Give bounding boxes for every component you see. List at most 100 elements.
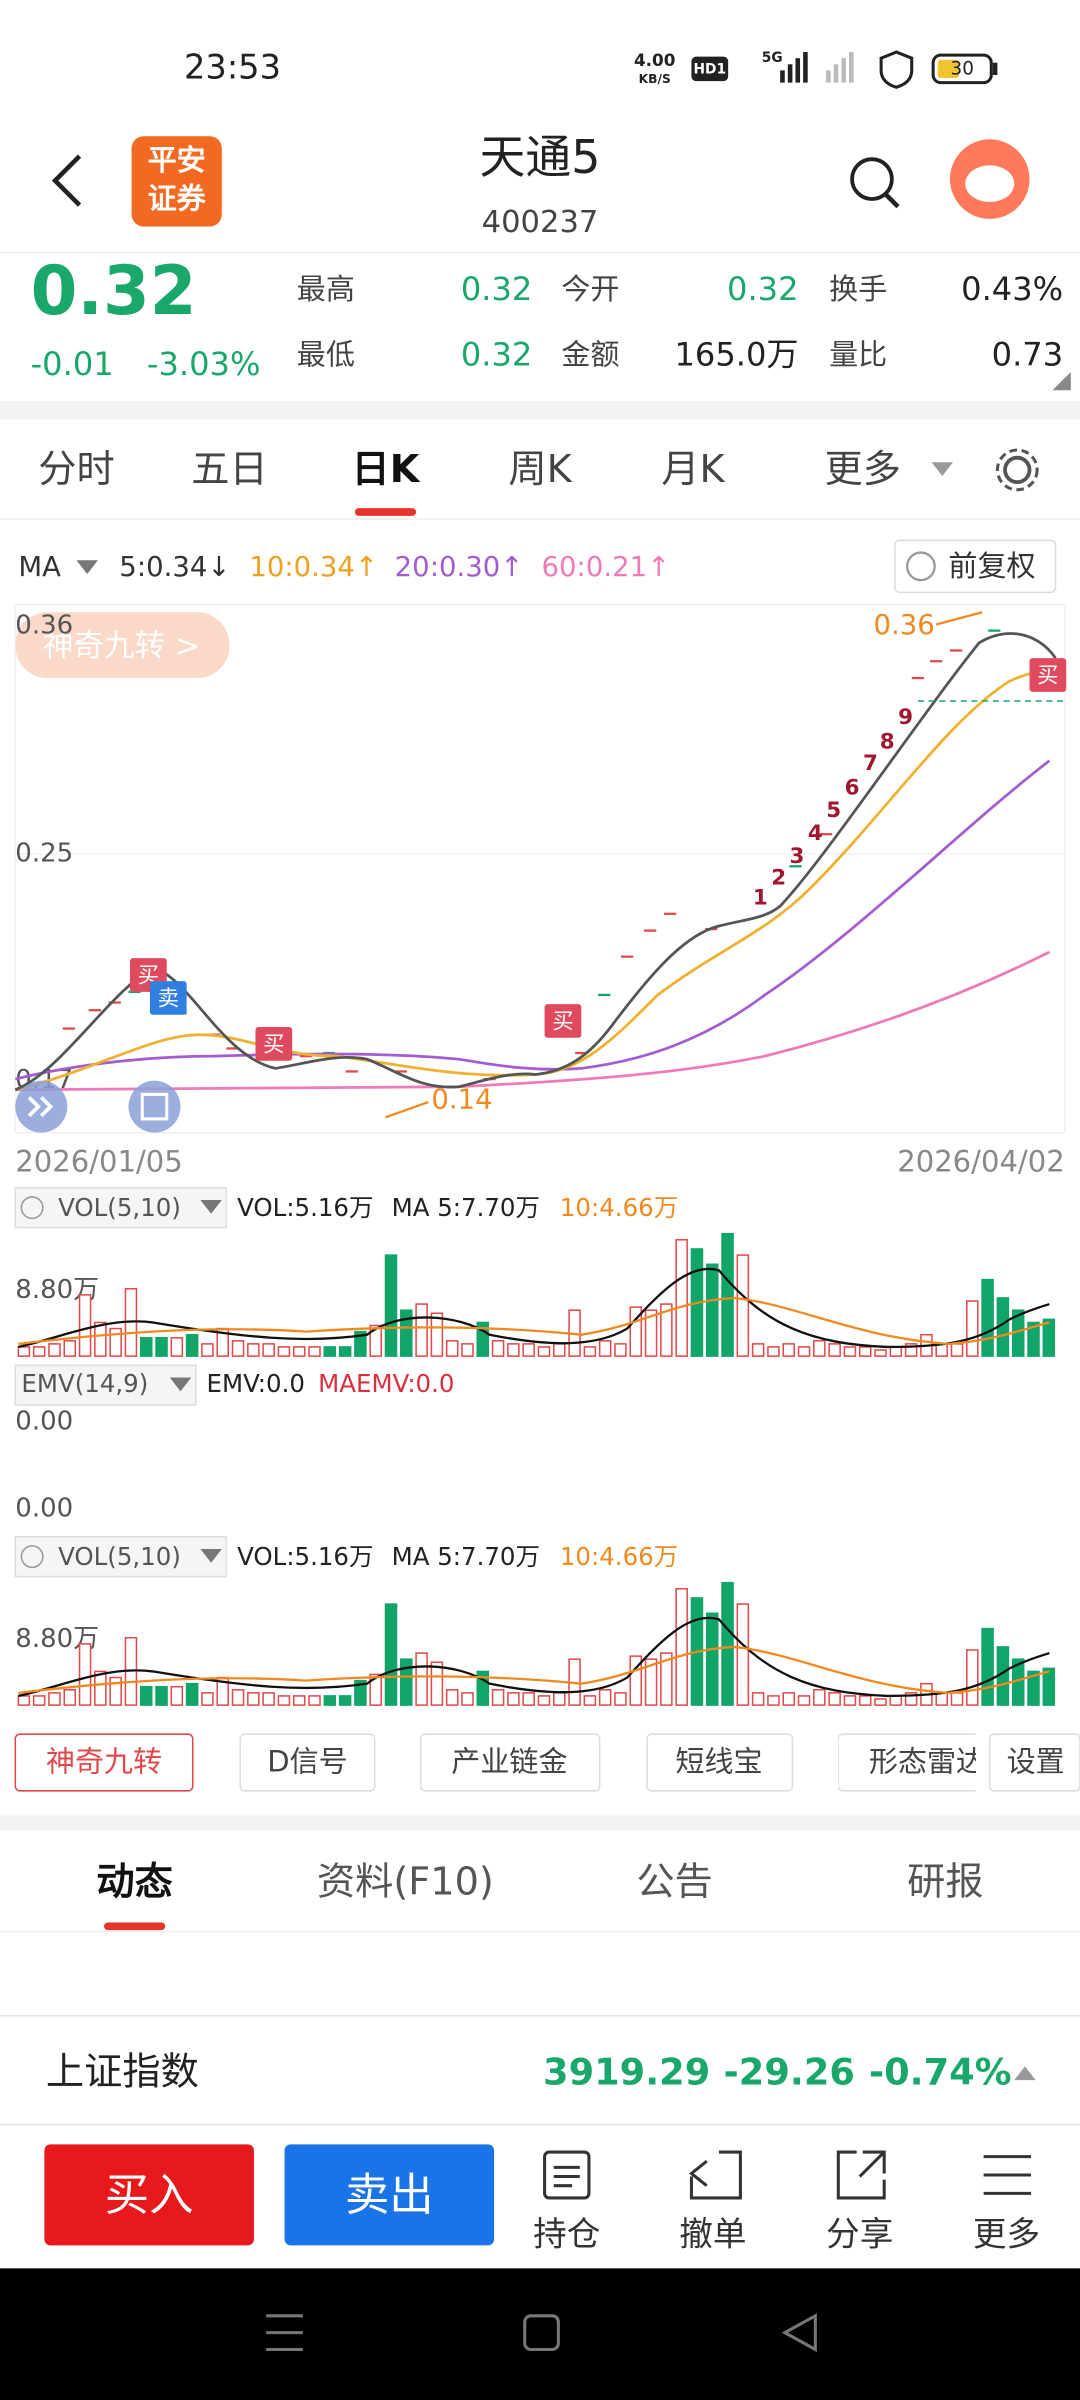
volume-bar [629,1655,643,1706]
volume-bar [231,1340,245,1357]
sell-button[interactable] [284,2144,495,2246]
volume-bar [644,1658,658,1706]
tab-active[interactable]: 日K [352,447,421,492]
indicator-box[interactable] [14,1364,197,1406]
volume-bar [491,1689,505,1706]
volume-bar [323,1695,337,1706]
volume-bar [1027,1670,1040,1706]
volume-bar [277,1346,291,1357]
broker-line: 证券 [148,182,207,216]
tool-button[interactable] [419,1733,601,1792]
volume-bar [889,1346,903,1357]
battery [931,53,993,85]
volume-bar [904,1692,918,1706]
nav-back[interactable] [781,2313,817,2353]
ma-item: 5:0.34↓ [119,551,230,583]
ma-item: 60:0.21↑ [542,551,671,583]
tool-button[interactable] [646,1733,794,1792]
more-icon[interactable] [983,2155,1032,2195]
volume-bar [675,1588,688,1706]
fullscreen-button[interactable] [128,1080,181,1133]
settings-button[interactable] [1003,455,1032,485]
low-label: 0.14 [431,1084,492,1116]
tab[interactable]: 五日 [191,447,267,492]
vol-ma10-line [18,1296,1050,1346]
volume-bar [537,1346,551,1357]
info-icon [905,551,936,582]
nine-badge[interactable] [15,612,230,679]
indicator-box[interactable] [14,1535,228,1578]
tab[interactable]: 分时 [38,447,114,492]
volume-bar [308,1346,321,1357]
nine-count: 1 [753,885,768,910]
back-button[interactable] [51,154,82,207]
volume-bar [262,1692,275,1706]
vol-ma10: 10:4.66万 [560,1542,678,1571]
expand-button[interactable] [15,1080,68,1133]
volume-bar [705,1612,719,1706]
tab[interactable]: 周K [508,447,572,492]
index-name[interactable]: 上证指数 [46,2049,199,2094]
index-toggle[interactable] [1014,2066,1036,2081]
search-button[interactable] [850,157,894,201]
ma20-line [14,759,1051,1081]
tool-button[interactable] [988,1733,1080,1792]
vol-ma5-line [18,1616,1050,1698]
volume-bar [201,1692,214,1706]
volume-bar [904,1343,918,1357]
tool-button[interactable] [838,1733,1017,1792]
shield-icon [879,50,914,89]
tool-button[interactable] [239,1733,376,1792]
vol-ma5: MA 5:7.70万 [392,1542,540,1571]
volume-bar [828,1692,841,1706]
share-icon[interactable] [836,2150,886,2200]
buy-signal [544,1004,582,1038]
field-value: 0.73 [992,336,1064,374]
separator [0,401,1080,420]
volume-bar [430,1312,444,1357]
tab[interactable]: 更多 [825,447,901,492]
nav-menu[interactable] [266,2314,303,2352]
volume-bar [782,1343,796,1357]
nav-home[interactable] [523,2314,560,2352]
volume-bar [430,1661,444,1706]
volume-bar [48,1343,61,1357]
price: 0.32 [31,252,197,330]
volume-bar [247,1692,260,1706]
volume-bar [17,1346,31,1357]
emv-bottom: 0.00 [15,1494,73,1524]
info-tab-active[interactable]: 动态 [96,1860,172,1905]
settings-gear [995,448,1039,492]
nine-count: 4 [808,821,823,846]
volume-bar [94,1321,107,1357]
cancel-icon[interactable] [688,2150,742,2200]
signal-label: 卖 [158,986,179,1011]
volume-bar [247,1343,260,1357]
position-icon-lines [553,2165,580,2188]
volume-bar [981,1278,994,1357]
volume-bar [874,1349,887,1357]
tool-button[interactable] [14,1733,194,1792]
volume-bar [767,1695,780,1706]
volume-bar [675,1239,688,1357]
volume-bar [185,1682,199,1706]
emv-value: EMV:0.0 [207,1369,305,1398]
volume-bar [736,1603,750,1706]
broker-logo[interactable] [131,136,222,227]
buy-button[interactable] [44,2144,254,2246]
info-tab[interactable]: 资料(F10) [317,1860,494,1905]
change: -0.01 [31,345,114,383]
indicator-box[interactable] [14,1186,228,1229]
info-tab-underline [104,1922,166,1931]
restore-button[interactable] [894,539,1057,594]
info-tab[interactable]: 研报 [907,1860,983,1905]
indicator-arrow [169,1377,192,1392]
volume-bar [170,1336,184,1357]
field-value: 0.32 [461,270,533,308]
index-value: 3919.29 [543,2050,710,2093]
info-tab[interactable]: 公告 [636,1860,712,1905]
position-icon[interactable] [543,2150,591,2200]
tab[interactable]: 月K [661,447,725,492]
fullscreen-icon [140,1092,169,1121]
expand-icon [27,1096,54,1118]
